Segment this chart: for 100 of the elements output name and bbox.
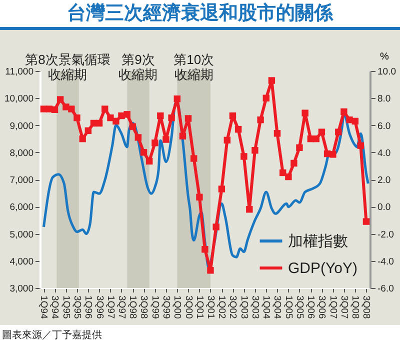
point (330, 151, 336, 158)
x-tick-label: 1Q00 (172, 296, 183, 319)
x-tick-label: 1Q99 (149, 296, 160, 319)
x-tick-label: 1Q96 (82, 296, 94, 319)
x-tick-label: 1Q05 (282, 296, 294, 319)
x-tick-label: 1Q97 (104, 296, 116, 319)
point (51, 106, 58, 114)
point (352, 118, 358, 125)
point (296, 144, 303, 151)
point (212, 224, 220, 230)
point (174, 95, 181, 102)
point (162, 136, 170, 143)
point (362, 218, 370, 225)
y2-tick-label: 4.0 (378, 148, 391, 159)
x-tick-label: 3Q99 (160, 296, 172, 319)
x-tick-label: 1Q04 (260, 296, 272, 319)
point (168, 114, 175, 122)
y2-tick-label: 2.0 (378, 175, 391, 186)
point (68, 106, 75, 112)
text: 圖表來源／丁予嘉提供 (1, 328, 103, 342)
legend-label: 加權指數 (288, 233, 348, 250)
x-tick-label: 3Q08 (360, 296, 372, 319)
legend-label: GDP(YoY) (288, 260, 358, 277)
x-tick-label: 3Q02 (227, 296, 238, 319)
point (112, 118, 120, 125)
point (184, 115, 192, 122)
point (274, 130, 281, 137)
point (224, 136, 231, 144)
y2-tick-label: 10.0 (378, 66, 396, 78)
y2-axis-title: % (380, 52, 390, 62)
x-tick-label: 3Q97 (116, 296, 127, 319)
y2-tick-label: -6.0 (378, 284, 394, 294)
point (257, 116, 264, 124)
point (96, 120, 103, 127)
x-tick-label: 1Q01 (194, 296, 205, 319)
band-label: 第10次收縮期 (174, 52, 214, 82)
point (84, 127, 92, 134)
x-tick-label: 1Q07 (327, 296, 338, 319)
x-tick-label: 1Q06 (305, 296, 316, 319)
x-tick-label: 3Q07 (338, 296, 350, 319)
point (56, 96, 64, 103)
point (102, 106, 108, 112)
point (268, 77, 276, 84)
point (202, 246, 208, 253)
point (124, 111, 130, 118)
y-tick-label: 9,000 (10, 120, 34, 132)
y-tick-label: 10,000 (4, 94, 34, 105)
y-tick-label: 6,000 (10, 202, 34, 214)
point (179, 132, 186, 140)
y-tick-label: 3,000 (10, 284, 34, 294)
band-label: 第9次收縮期 (118, 52, 158, 82)
x-tick-label: 1Q98 (127, 296, 138, 319)
y2-tick-label: -4.0 (378, 256, 394, 268)
point (157, 112, 164, 120)
point (252, 146, 258, 154)
x-tick-label: 3Q03 (249, 296, 260, 319)
point (152, 140, 158, 146)
point (190, 155, 198, 162)
point (234, 126, 242, 133)
point (357, 142, 364, 149)
x-tick-label: 1Q02 (216, 296, 228, 319)
point (246, 206, 253, 213)
point (285, 173, 292, 180)
x-tick-label: 1Q03 (238, 296, 250, 319)
y2-tick-label: 0.0 (378, 202, 391, 214)
point (79, 135, 86, 142)
y-tick-label: 4,000 (10, 256, 34, 268)
point (146, 158, 153, 165)
y2-tick-label: 8.0 (378, 94, 391, 105)
x-tick-label: 3Q00 (182, 296, 194, 319)
x-tick-label: 3Q98 (138, 296, 150, 319)
x-tick-label: 3Q05 (294, 296, 305, 319)
point (218, 186, 226, 192)
y2-tick-label: 6.0 (378, 120, 391, 132)
point (140, 149, 148, 156)
x-tick-label: 1Q95 (60, 296, 72, 319)
chart-title: 台灣三次經濟衰退和股市的關係 (0, 0, 400, 30)
x-tick-label: 3Q04 (272, 296, 283, 319)
point (335, 128, 342, 136)
point (302, 110, 308, 116)
y-tick-label: 5,000 (10, 229, 34, 240)
point (229, 112, 236, 120)
point (312, 135, 320, 142)
point (134, 134, 142, 141)
point (262, 94, 270, 102)
x-tick-label: 3Q96 (94, 296, 105, 319)
point (318, 128, 326, 136)
x-tick-label: 1Q08 (350, 296, 361, 319)
point (207, 267, 214, 274)
y2-tick-label: -2.0 (378, 229, 394, 240)
point (240, 153, 248, 160)
point (196, 194, 203, 200)
y-tick-label: 8,000 (10, 148, 34, 159)
x-tick-label: 1Q94 (38, 296, 50, 319)
point (129, 123, 136, 130)
x-tick-label: 3Q95 (71, 296, 82, 319)
point (340, 108, 348, 116)
x-tick-label: 3Q06 (316, 296, 328, 319)
y-tick-label: 11,000 (5, 66, 34, 78)
point (290, 160, 298, 167)
